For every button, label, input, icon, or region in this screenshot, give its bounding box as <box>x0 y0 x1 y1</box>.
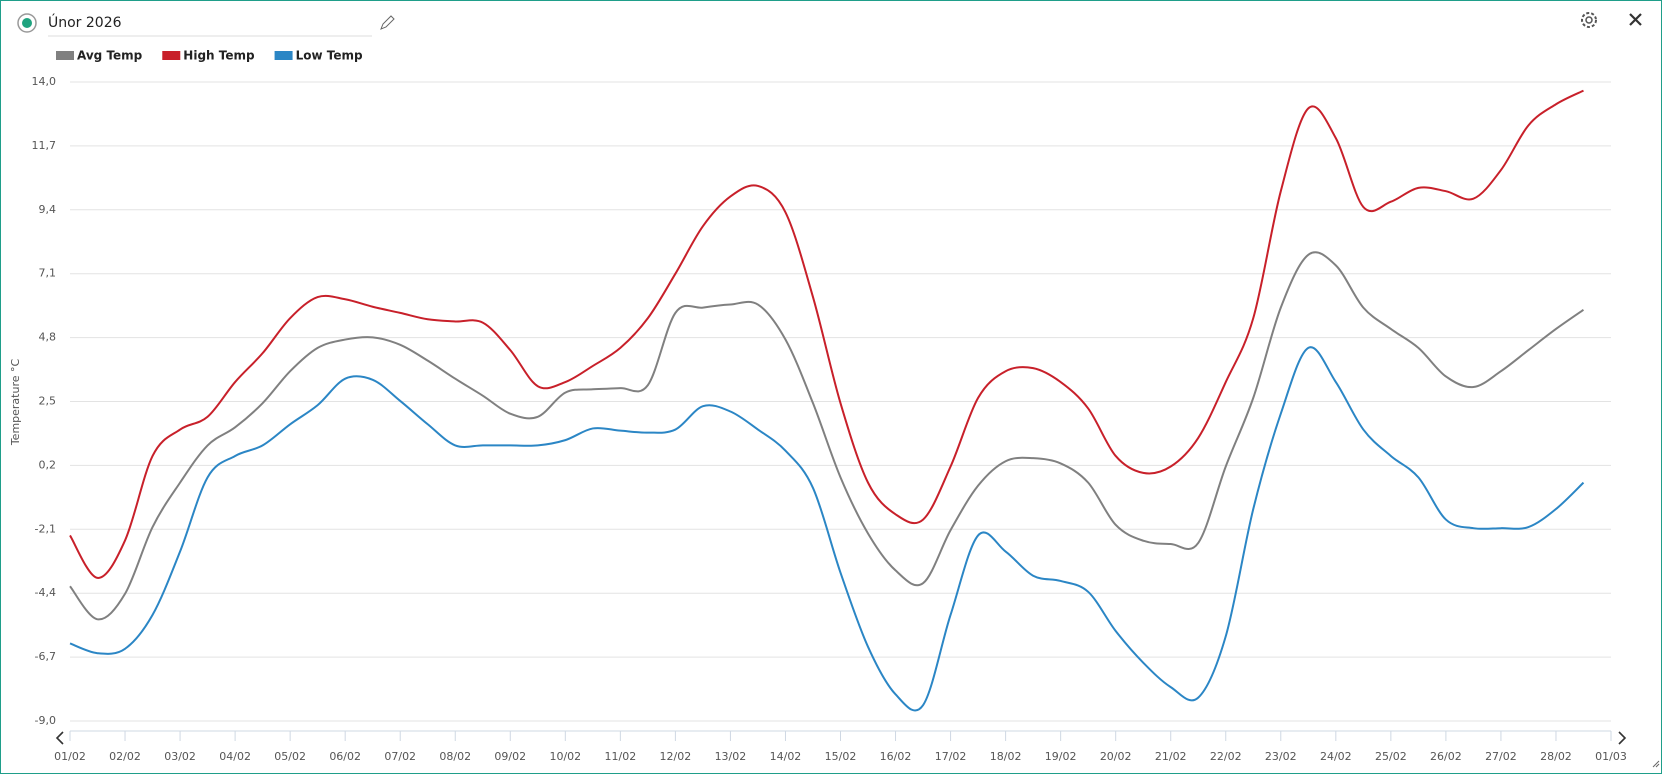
y-tick-label: 4,8 <box>39 331 57 344</box>
edit-icon[interactable] <box>380 15 395 30</box>
x-tick-label: 16/02 <box>880 750 912 763</box>
next-arrow[interactable] <box>1618 731 1627 745</box>
y-tick-label: 9,4 <box>39 203 57 216</box>
y-tick-label: 7,1 <box>39 267 57 280</box>
x-tick-label: 25/02 <box>1375 750 1407 763</box>
x-tick-label: 09/02 <box>494 750 526 763</box>
x-tick-label: 11/02 <box>605 750 637 763</box>
x-tick-label: 05/02 <box>274 750 306 763</box>
x-tick-label: 19/02 <box>1045 750 1077 763</box>
x-tick-label: 07/02 <box>384 750 416 763</box>
x-tick-label: 27/02 <box>1485 750 1517 763</box>
y-tick-label: -4,4 <box>35 586 56 599</box>
prev-arrow[interactable] <box>55 731 64 745</box>
x-tick-label: 06/02 <box>329 750 361 763</box>
x-tick-label: 04/02 <box>219 750 251 763</box>
x-tick-label: 23/02 <box>1265 750 1297 763</box>
x-tick-label: 13/02 <box>715 750 747 763</box>
legend-label: High Temp <box>183 49 255 63</box>
y-tick-label: 14,0 <box>32 75 57 88</box>
x-tick-label: 22/02 <box>1210 750 1242 763</box>
x-tick-label: 21/02 <box>1155 750 1187 763</box>
x-tick-label: 12/02 <box>660 750 692 763</box>
x-tick-label: 18/02 <box>990 750 1022 763</box>
x-tick-label: 01/02 <box>54 750 86 763</box>
y-tick-label: 2,5 <box>39 395 57 408</box>
resize-handle[interactable] <box>1652 760 1660 768</box>
x-tick-label: 14/02 <box>770 750 802 763</box>
y-tick-label: -9,0 <box>35 714 56 727</box>
chart-title: Únor 2026 <box>48 13 122 31</box>
y-tick-label: -6,7 <box>35 650 56 663</box>
x-tick-label: 10/02 <box>549 750 581 763</box>
legend-swatch <box>274 51 293 60</box>
x-tick-label: 02/02 <box>109 750 141 763</box>
legend-swatch <box>56 51 74 60</box>
y-axis-label: Temperature °C <box>9 359 22 447</box>
legend-label: Low Temp <box>296 49 363 63</box>
status-dot <box>22 18 32 28</box>
y-tick-label: 0,2 <box>39 458 57 471</box>
x-tick-label: 03/02 <box>164 750 196 763</box>
close-icon[interactable] <box>1629 13 1642 26</box>
settings-icon[interactable] <box>1581 12 1597 28</box>
y-tick-label: -2,1 <box>35 522 56 535</box>
legend-label: Avg Temp <box>77 49 143 63</box>
series-line <box>69 346 1585 712</box>
legend-swatch <box>162 51 181 60</box>
x-tick-label: 26/02 <box>1430 750 1462 763</box>
series-line <box>69 251 1585 621</box>
y-tick-label: 11,7 <box>32 139 57 152</box>
x-tick-label: 08/02 <box>439 750 471 763</box>
x-tick-label: 15/02 <box>825 750 857 763</box>
x-tick-label: 01/03 <box>1595 750 1627 763</box>
status-ring[interactable] <box>17 13 37 33</box>
x-tick-label: 28/02 <box>1540 750 1572 763</box>
x-tick-label: 20/02 <box>1100 750 1132 763</box>
series-line <box>69 89 1584 579</box>
x-tick-label: 24/02 <box>1320 750 1352 763</box>
x-tick-label: 17/02 <box>935 750 967 763</box>
